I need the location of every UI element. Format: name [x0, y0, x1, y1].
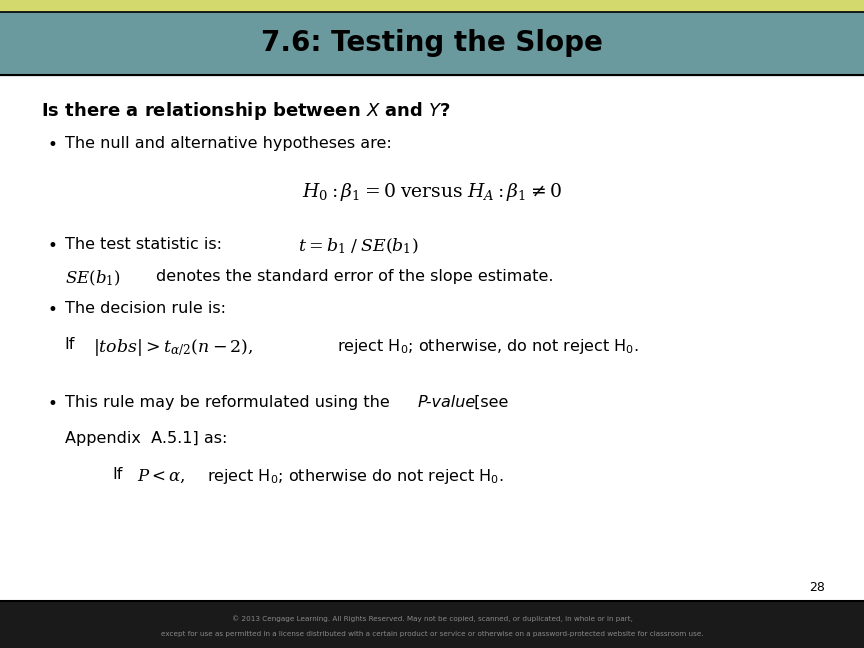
Text: •: • — [48, 301, 57, 319]
Text: 28: 28 — [810, 581, 825, 594]
Text: This rule may be reformulated using the: This rule may be reformulated using the — [65, 395, 395, 410]
Text: •: • — [48, 395, 57, 413]
Bar — [0, 12, 864, 75]
Text: $P < \alpha,$: $P < \alpha,$ — [137, 467, 185, 485]
Text: except for use as permitted in a license distributed with a certain product or s: except for use as permitted in a license… — [161, 631, 703, 637]
Text: $|tobs| > t_{\alpha/2}\left(n-2\right),$: $|tobs| > t_{\alpha/2}\left(n-2\right),$ — [93, 337, 254, 358]
Text: If: If — [112, 467, 123, 481]
Text: •: • — [48, 136, 57, 154]
Text: reject H$_0$; otherwise do not reject H$_0$.: reject H$_0$; otherwise do not reject H$… — [207, 467, 505, 485]
Text: [see: [see — [469, 395, 509, 410]
Text: Is there a relationship between $\mathbf{\mathit{X}}$ and $\mathbf{\mathit{Y}}$?: Is there a relationship between $\mathbf… — [41, 100, 452, 122]
Text: © 2013 Cengage Learning. All Rights Reserved. May not be copied, scanned, or dup: © 2013 Cengage Learning. All Rights Rese… — [232, 616, 632, 623]
Text: The test statistic is:: The test statistic is: — [65, 237, 222, 251]
Text: If: If — [65, 337, 75, 352]
Text: 7.6: Testing the Slope: 7.6: Testing the Slope — [261, 29, 603, 57]
Bar — [0, 0, 864, 12]
Bar — [0, 601, 864, 648]
Text: reject H$_0$; otherwise, do not reject H$_0$.: reject H$_0$; otherwise, do not reject H… — [337, 337, 638, 356]
Text: $SE(b_1)$: $SE(b_1)$ — [65, 269, 120, 288]
Text: $t = b_1 \; / \; SE(b_1)$: $t = b_1 \; / \; SE(b_1)$ — [298, 237, 418, 256]
Text: The decision rule is:: The decision rule is: — [65, 301, 226, 316]
Text: •: • — [48, 237, 57, 255]
Text: Appendix  A.5.1] as:: Appendix A.5.1] as: — [65, 431, 227, 446]
Text: The null and alternative hypotheses are:: The null and alternative hypotheses are: — [65, 136, 391, 151]
Text: $H_0 : \beta_1 = 0 \; \mathrm{versus} \; H_A : \beta_1 \neq 0$: $H_0 : \beta_1 = 0 \; \mathrm{versus} \;… — [302, 181, 562, 203]
Text: denotes the standard error of the slope estimate.: denotes the standard error of the slope … — [156, 269, 553, 284]
Text: P-value: P-value — [417, 395, 475, 410]
